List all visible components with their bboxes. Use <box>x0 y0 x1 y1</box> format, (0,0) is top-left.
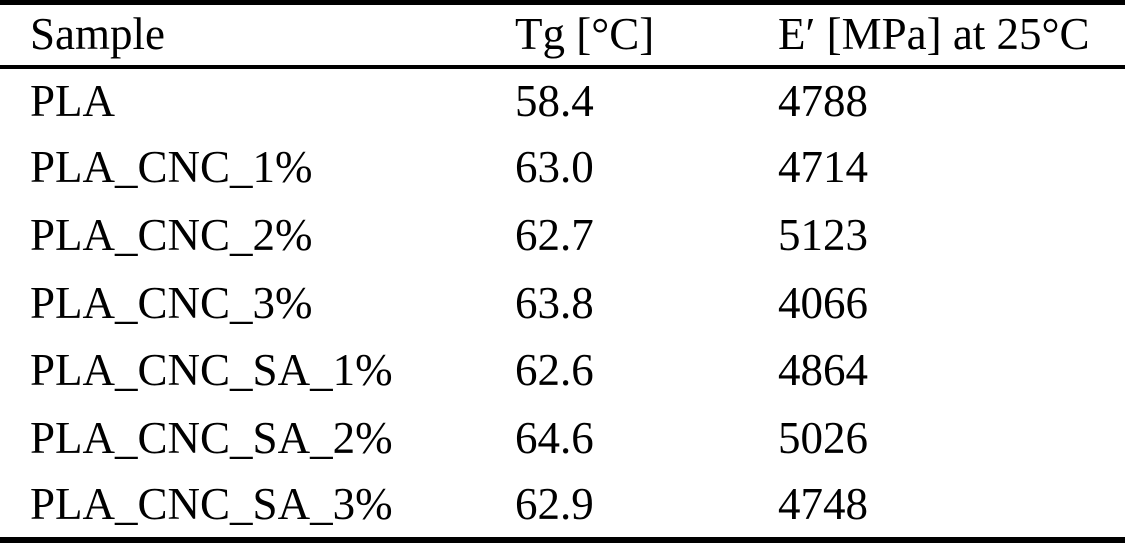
table-row: PLA_CNC_2% 62.7 5123 <box>0 202 1125 270</box>
cell-e-modulus: 4864 <box>778 345 868 396</box>
column-header-sample: Sample <box>30 9 165 60</box>
cell-tg: 64.6 <box>515 413 594 464</box>
cell-sample: PLA_CNC_3% <box>30 277 313 328</box>
cell-tg: 62.6 <box>515 345 594 396</box>
cell-e-modulus: 4714 <box>778 142 868 193</box>
column-header-tg: Tg [°C] <box>515 9 655 60</box>
cell-e-modulus: 4748 <box>778 479 868 530</box>
cell-tg: 63.8 <box>515 277 594 328</box>
cell-e-modulus: 4066 <box>778 277 868 328</box>
table-row: PLA_CNC_SA_2% 64.6 5026 <box>0 405 1125 473</box>
table-header: Sample Tg [°C] E′ [MPa] at 25°C <box>0 3 1125 67</box>
cell-e-modulus: 5026 <box>778 413 868 464</box>
cell-sample: PLA_CNC_1% <box>30 142 313 193</box>
cell-sample: PLA <box>30 75 116 126</box>
table-row: PLA_CNC_SA_3% 62.9 4748 <box>0 472 1125 540</box>
table-row: PLA_CNC_SA_1% 62.6 4864 <box>0 337 1125 405</box>
cell-tg: 58.4 <box>515 75 594 126</box>
cell-tg: 63.0 <box>515 142 594 193</box>
header-row: Sample Tg [°C] E′ [MPa] at 25°C <box>0 3 1125 67</box>
cell-e-modulus: 4788 <box>778 75 868 126</box>
cell-e-modulus: 5123 <box>778 210 868 261</box>
table-body: PLA 58.4 4788 PLA_CNC_1% 63.0 4714 PLA_C… <box>0 67 1125 541</box>
column-header-storage-modulus: E′ [MPa] at 25°C <box>778 9 1090 60</box>
cell-sample: PLA_CNC_2% <box>30 210 313 261</box>
table-row: PLA_CNC_1% 63.0 4714 <box>0 134 1125 202</box>
table-row: PLA 58.4 4788 <box>0 67 1125 135</box>
cell-sample: PLA_CNC_SA_2% <box>30 413 393 464</box>
table-row: PLA_CNC_3% 63.8 4066 <box>0 269 1125 337</box>
cell-sample: PLA_CNC_SA_3% <box>30 479 393 530</box>
cell-sample: PLA_CNC_SA_1% <box>30 345 393 396</box>
cell-tg: 62.9 <box>515 479 594 530</box>
cell-tg: 62.7 <box>515 210 594 261</box>
